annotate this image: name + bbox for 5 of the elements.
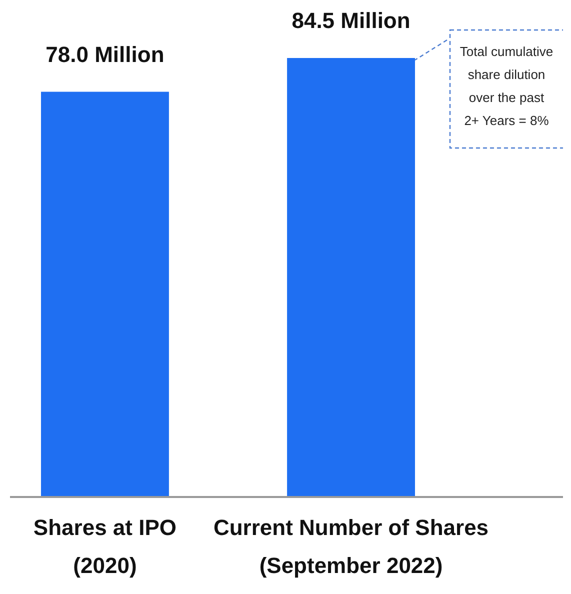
data-label: 78.0 Million	[46, 42, 164, 67]
annotation: Total cumulative share dilution over the past 2+ Years = 8%	[460, 44, 554, 128]
x-tick-label: Current Number of Shares (September 2022)	[213, 515, 489, 578]
data-label: 84.5 Million	[292, 8, 410, 33]
x-tick-label: Shares at IPO (2020)	[33, 515, 177, 578]
